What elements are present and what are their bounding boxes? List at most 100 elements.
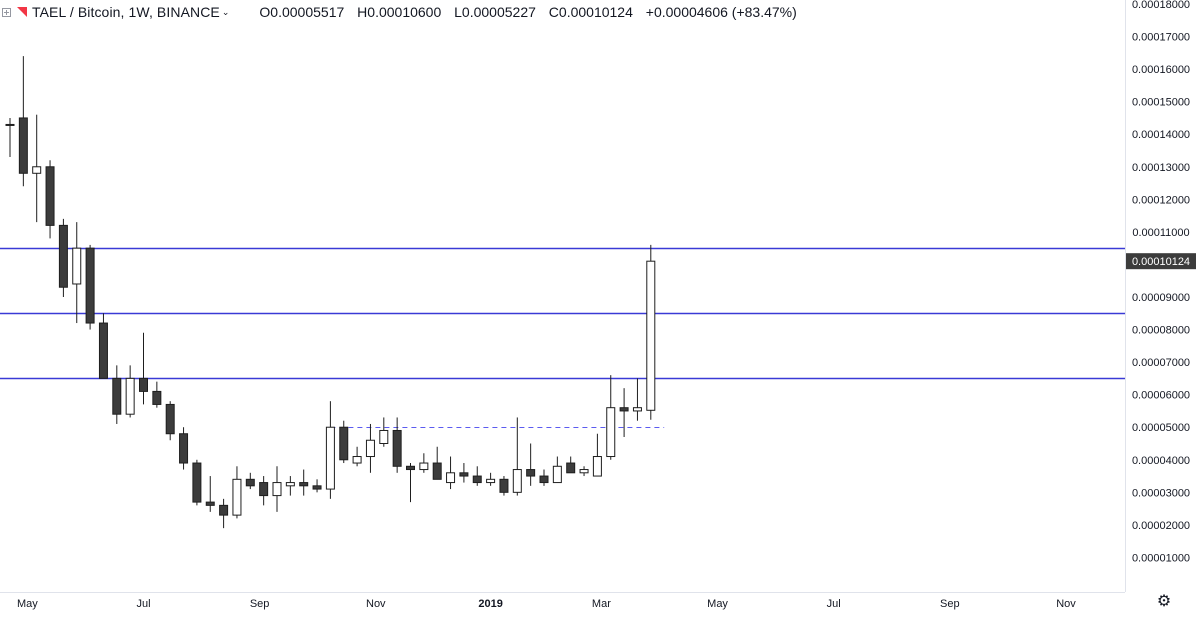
legend-header: TAEL / Bitcoin, 1W, BINANCE ⌄ O0.0000551… bbox=[0, 0, 1125, 24]
candle-body-down bbox=[499, 478, 509, 493]
candle-body-down bbox=[406, 465, 415, 471]
time-axis[interactable]: May Jul Sep Nov 2019 Mar May Jul Sep Nov bbox=[17, 598, 1076, 610]
candle bbox=[272, 466, 282, 512]
candle-body-up bbox=[552, 465, 562, 484]
candle bbox=[579, 466, 589, 477]
candle-body-down bbox=[539, 475, 549, 484]
price-tick-label: 0.00016000 bbox=[1132, 64, 1190, 76]
time-tick-label: Jul bbox=[136, 598, 150, 610]
time-tick-label: Sep bbox=[940, 598, 960, 610]
price-tick-label: 0.00015000 bbox=[1132, 97, 1190, 109]
candle-body-down bbox=[152, 390, 162, 405]
time-tick-label: Sep bbox=[250, 598, 270, 610]
price-tick-label: 0.00018000 bbox=[1132, 0, 1190, 11]
price-tick-label: 0.00002000 bbox=[1132, 520, 1190, 532]
candle bbox=[285, 476, 295, 496]
time-tick-label: May bbox=[707, 598, 728, 610]
candle bbox=[419, 453, 429, 473]
candle bbox=[592, 433, 602, 477]
candle-body-down bbox=[526, 469, 536, 477]
candles-layer bbox=[5, 56, 656, 529]
price-axis[interactable]: 0.00001000 0.00002000 0.00003000 0.00004000… bbox=[1132, 0, 1190, 564]
candle bbox=[552, 456, 562, 484]
exchange-logo-icon bbox=[17, 7, 27, 17]
open-value: O0.00005517 bbox=[259, 4, 345, 20]
last-price-label-bg bbox=[1126, 253, 1196, 270]
price-tick-label: 0.00007000 bbox=[1132, 357, 1190, 369]
candle-body-up bbox=[379, 429, 389, 445]
candle-body-down bbox=[619, 407, 629, 412]
candle bbox=[459, 463, 469, 483]
candle-body-down bbox=[472, 475, 482, 484]
candle-body-up bbox=[352, 456, 362, 464]
candle-body-down bbox=[98, 322, 108, 379]
candle bbox=[646, 244, 656, 420]
time-tick-label: Nov bbox=[366, 598, 386, 610]
candle bbox=[526, 443, 536, 486]
candle-body-up bbox=[72, 247, 82, 285]
candle bbox=[499, 476, 509, 496]
time-tick-label: Nov bbox=[1056, 598, 1076, 610]
candle bbox=[392, 417, 402, 473]
candle-body-down bbox=[85, 247, 95, 324]
levels-layer bbox=[0, 247, 1125, 428]
candle-body-down bbox=[58, 224, 68, 288]
symbol-title[interactable]: TAEL / Bitcoin, 1W, BINANCE bbox=[32, 4, 220, 20]
ohlc-values: O0.00005517 H0.00010600 L0.00005227 C0.0… bbox=[259, 4, 805, 20]
change-value: +0.00004606 (+83.47%) bbox=[645, 4, 797, 20]
price-tick-label: 0.00004000 bbox=[1132, 455, 1190, 467]
candle bbox=[112, 365, 122, 424]
candle bbox=[179, 427, 189, 470]
candle-body-up bbox=[512, 469, 522, 493]
time-tick-label: Mar bbox=[592, 598, 611, 610]
candle bbox=[98, 313, 108, 379]
candle bbox=[125, 365, 135, 418]
candle-body-down bbox=[566, 462, 576, 474]
candle-body-up bbox=[272, 482, 282, 497]
price-tick-label: 0.00003000 bbox=[1132, 487, 1190, 499]
candle-body-down bbox=[192, 462, 202, 503]
candle bbox=[632, 378, 642, 421]
candle-body-up bbox=[632, 407, 642, 412]
candle-body-down bbox=[432, 462, 442, 480]
settings-gear-icon[interactable]: ⚙ bbox=[1156, 593, 1172, 610]
candle-body-down bbox=[339, 426, 349, 461]
candle-body-up bbox=[446, 472, 456, 484]
candle-body-up bbox=[592, 456, 602, 477]
candle-body-down bbox=[112, 377, 122, 415]
time-tick-label: 2019 bbox=[478, 598, 502, 610]
candle-body-up bbox=[579, 469, 589, 474]
candle bbox=[299, 469, 309, 496]
candle bbox=[165, 401, 175, 441]
candle-body-down bbox=[139, 377, 148, 392]
close-value: C0.00010124 bbox=[548, 4, 633, 20]
candle bbox=[232, 466, 242, 519]
candle bbox=[72, 222, 82, 324]
candle bbox=[45, 160, 55, 239]
candle bbox=[606, 375, 616, 460]
price-tick-label: 0.00011000 bbox=[1132, 227, 1189, 239]
candle-body-up bbox=[325, 426, 335, 490]
collapse-legend-icon[interactable] bbox=[2, 7, 11, 17]
candle-body-up bbox=[5, 123, 15, 126]
candle bbox=[152, 381, 162, 408]
candle bbox=[5, 117, 15, 158]
candle bbox=[406, 463, 415, 503]
candle bbox=[205, 476, 215, 512]
candle-body-up bbox=[232, 478, 242, 516]
candle-body-up bbox=[32, 166, 42, 174]
price-tick-label: 0.00013000 bbox=[1132, 162, 1190, 174]
candle bbox=[472, 466, 482, 486]
time-tick-label: Jul bbox=[827, 598, 841, 610]
candle-body-down bbox=[18, 117, 28, 174]
price-tick-label: 0.00012000 bbox=[1132, 194, 1190, 206]
candle bbox=[486, 472, 496, 486]
price-tick-label: 0.00006000 bbox=[1132, 390, 1190, 402]
last-price-label-text: 0.00010124 bbox=[1132, 256, 1190, 268]
candle bbox=[192, 459, 202, 506]
chevron-down-icon[interactable]: ⌄ bbox=[221, 6, 230, 17]
candle bbox=[312, 479, 322, 493]
price-tick-label: 0.00001000 bbox=[1132, 552, 1190, 564]
